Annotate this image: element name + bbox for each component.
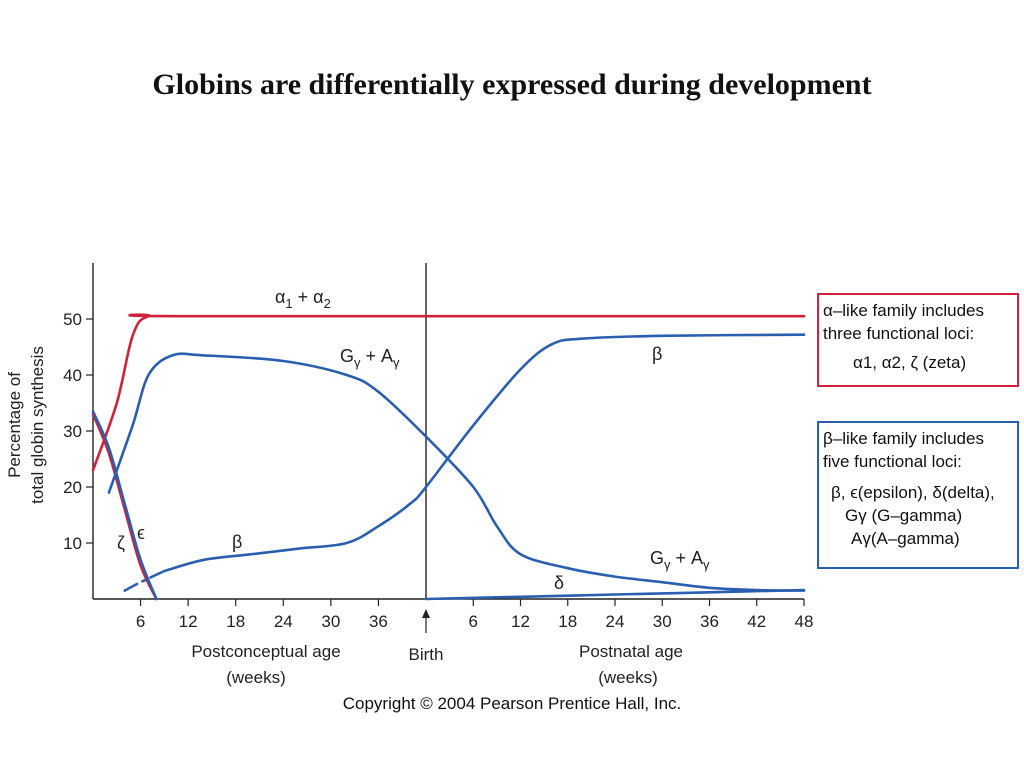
postnatal-tick-label: 30 bbox=[653, 612, 672, 631]
prenatal-tick-label: 24 bbox=[274, 612, 293, 631]
label-delta: δ bbox=[554, 573, 564, 593]
beta-family-legend: β–like family includes five functional l… bbox=[817, 421, 1019, 569]
postnatal-tick-label: 42 bbox=[747, 612, 766, 631]
beta-legend-line2: five functional loci: bbox=[823, 452, 962, 471]
prenatal-tick-label: 30 bbox=[321, 612, 340, 631]
beta-legend-loci1: β, ϵ(epsilon), δ(delta), bbox=[831, 483, 995, 502]
alpha-legend-line2: three functional loci: bbox=[823, 324, 975, 343]
prenatal-tick-label: 12 bbox=[179, 612, 198, 631]
prenatal-tick-label: 36 bbox=[369, 612, 388, 631]
prenatal-tick-label: 18 bbox=[226, 612, 245, 631]
alpha-legend-line1: α–like family includes bbox=[823, 301, 985, 320]
copyright-notice: Copyright © 2004 Pearson Prentice Hall, … bbox=[342, 694, 682, 713]
label-zeta: ζ bbox=[117, 533, 125, 553]
y-tick-label: 20 bbox=[63, 478, 82, 497]
y-tick-label: 30 bbox=[63, 422, 82, 441]
y-tick-label: 40 bbox=[63, 366, 82, 385]
chart-labels: Percentage of total globin synthesis Pos… bbox=[5, 287, 710, 687]
prenatal-tick-label: 6 bbox=[136, 612, 145, 631]
beta-legend-loci3: Aγ(A–gamma) bbox=[851, 529, 960, 548]
postnatal-tick-label: 24 bbox=[606, 612, 625, 631]
postnatal-axis-title-line1: Postnatal age bbox=[579, 642, 683, 661]
series-beta-early-dashed bbox=[123, 569, 166, 592]
chart-series bbox=[91, 313, 806, 601]
series-epsilon-line bbox=[91, 410, 158, 601]
postnatal-axis-title-line2: (weeks) bbox=[598, 668, 658, 687]
label-epsilon: ϵ bbox=[137, 523, 145, 543]
y-tick-label: 10 bbox=[63, 534, 82, 553]
series-alpha1-alpha2-line bbox=[91, 313, 806, 472]
label-beta-prenatal: β bbox=[232, 532, 242, 552]
birth-arrow-head bbox=[422, 609, 430, 618]
label-alpha-sum: α1 + α2 bbox=[275, 287, 331, 311]
y-tick-label: 50 bbox=[63, 310, 82, 329]
alpha-legend-loci: α1, α2, ζ (zeta) bbox=[853, 353, 967, 372]
alpha-family-legend: α–like family includes three functional … bbox=[817, 293, 1019, 387]
prenatal-axis-title-line1: Postconceptual age bbox=[191, 642, 340, 661]
slide-title: Globins are differentially expressed dur… bbox=[152, 68, 872, 101]
label-gamma-prenatal: Gγ + Aγ bbox=[340, 346, 400, 370]
birth-label: Birth bbox=[409, 645, 444, 664]
postnatal-tick-label: 6 bbox=[469, 612, 478, 631]
beta-legend-line1: β–like family includes bbox=[823, 429, 984, 448]
postnatal-tick-label: 12 bbox=[511, 612, 530, 631]
series-zeta-line bbox=[91, 412, 158, 601]
series-gamma-line bbox=[107, 352, 806, 592]
beta-legend-loci2: Gγ (G–gamma) bbox=[845, 506, 963, 525]
series-beta-line bbox=[163, 333, 806, 573]
postnatal-tick-label: 48 bbox=[795, 612, 814, 631]
postnatal-tick-label: 18 bbox=[558, 612, 577, 631]
label-beta-postnatal: β bbox=[652, 344, 662, 364]
y-axis-title-line2: total globin synthesis bbox=[28, 346, 47, 504]
prenatal-axis-title-line2: (weeks) bbox=[226, 668, 286, 687]
label-gamma-postnatal: Gγ + Aγ bbox=[650, 548, 710, 572]
y-axis-title-line1: Percentage of bbox=[5, 372, 24, 478]
series-delta-line bbox=[424, 588, 806, 601]
postnatal-tick-label: 36 bbox=[700, 612, 719, 631]
